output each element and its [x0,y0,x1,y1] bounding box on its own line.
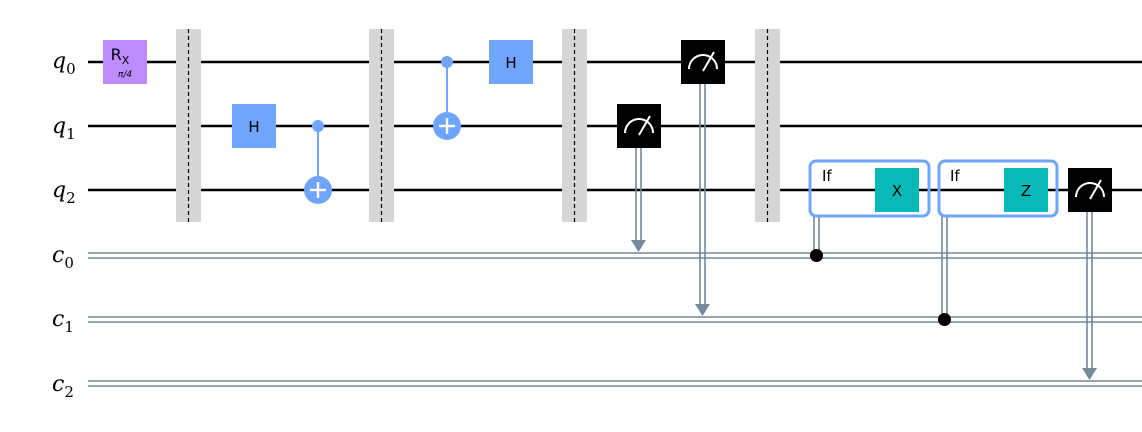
measure-q0-to-c1 [681,40,725,316]
meter-icon [624,118,654,134]
wire-labels: q0 q1 q2 c0 c1 c2 [52,49,76,401]
measure-arrow-icon [695,304,710,316]
z-gate [1004,168,1048,212]
barrier-4 [755,29,780,222]
measure-q1-to-c0 [617,104,661,252]
meter-icon [1075,182,1105,198]
qubit-label-q1: q1 [52,114,76,143]
rx-gate: RX π/4 [103,40,147,84]
meter-icon [688,54,718,70]
cnot-q0-q1 [433,56,461,140]
svg-text:X: X [892,182,902,200]
rx-param: π/4 [118,70,132,80]
svg-text:Z: Z [1021,182,1031,200]
clbit-label-c1: c1 [52,307,74,336]
x-gate [875,168,919,212]
svg-text:If: If [822,167,832,185]
cnot-control-dot [441,56,453,68]
svg-text:H: H [505,54,516,72]
measure-q2-to-c2 [1068,168,1112,380]
qubit-label-q0: q0 [52,49,76,78]
qubit-label-q2: q2 [52,178,76,207]
barrier-1 [176,29,201,222]
barrier-3 [562,29,587,222]
cnot-control-dot [312,120,324,132]
h-gate-q1: H [232,104,276,148]
barrier-2 [369,29,394,222]
svg-text:H: H [248,118,259,136]
if-block-z: If Z [937,159,1059,326]
condition-dot-c1 [938,313,951,326]
svg-text:RX: RX [111,45,130,67]
clbit-label-c2: c2 [52,372,74,401]
h-gate-q0: H [489,40,533,84]
svg-text:If: If [950,167,960,185]
cnot-q1-q2 [304,120,332,204]
clbit-label-c0: c0 [52,243,74,272]
measure-arrow-icon [631,240,646,252]
condition-dot-c0 [810,249,823,262]
measure-arrow-icon [1082,368,1097,380]
if-block-x: If X [808,159,931,262]
classical-wires [88,252,1142,387]
